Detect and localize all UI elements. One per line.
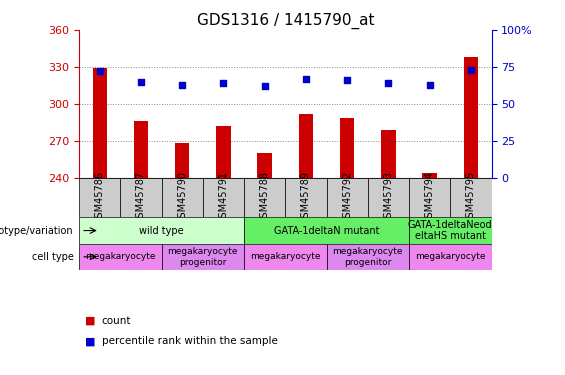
Bar [381,130,395,178]
Point [467,67,476,73]
Bar [258,153,272,178]
Point [137,79,146,85]
Bar [423,173,437,178]
Point [260,83,270,89]
Text: ■: ■ [85,316,95,326]
Bar [134,121,148,178]
Text: GSM45786: GSM45786 [95,171,105,224]
FancyBboxPatch shape [409,244,492,270]
Text: GSM45793: GSM45793 [384,171,393,224]
FancyBboxPatch shape [120,178,162,218]
Bar [299,114,313,178]
FancyBboxPatch shape [79,217,244,244]
FancyBboxPatch shape [409,217,492,244]
Bar [93,68,107,178]
Text: GSM45788: GSM45788 [260,171,270,224]
Text: GSM45795: GSM45795 [466,171,476,224]
Text: megakaryocyte: megakaryocyte [85,252,155,261]
Text: GATA-1deltaN mutant: GATA-1deltaN mutant [274,225,379,236]
Point [302,76,311,82]
FancyBboxPatch shape [162,244,244,270]
Text: GSM45790: GSM45790 [177,171,187,224]
Text: cell type: cell type [32,252,73,262]
FancyBboxPatch shape [285,178,327,218]
Bar [340,117,354,178]
Point [384,80,393,86]
Bar [216,126,231,178]
Bar [175,143,189,178]
Text: GSM45794: GSM45794 [425,171,434,224]
FancyBboxPatch shape [450,178,492,218]
Point [178,82,187,88]
Text: GSM45787: GSM45787 [136,171,146,224]
Text: percentile rank within the sample: percentile rank within the sample [102,336,277,346]
FancyBboxPatch shape [327,178,368,218]
Text: GSM45791: GSM45791 [219,171,228,224]
Point [219,80,228,86]
FancyBboxPatch shape [368,178,409,218]
Text: count: count [102,316,131,326]
Text: megakaryocyte
progenitor: megakaryocyte progenitor [333,247,403,267]
Point [95,68,105,74]
Bar [464,57,478,178]
Point [425,82,434,88]
Text: genotype/variation: genotype/variation [0,225,73,236]
Text: GATA-1deltaNeod
eltaHS mutant: GATA-1deltaNeod eltaHS mutant [408,220,493,242]
Text: GSM45789: GSM45789 [301,171,311,224]
FancyBboxPatch shape [203,178,244,218]
FancyBboxPatch shape [244,217,409,244]
FancyBboxPatch shape [327,244,409,270]
Text: wild type: wild type [140,225,184,236]
FancyBboxPatch shape [244,178,285,218]
Text: megakaryocyte
progenitor: megakaryocyte progenitor [168,247,238,267]
Text: megakaryocyte: megakaryocyte [250,252,320,261]
FancyBboxPatch shape [409,178,450,218]
Point [342,77,351,83]
FancyBboxPatch shape [79,178,120,218]
FancyBboxPatch shape [244,244,327,270]
Text: megakaryocyte: megakaryocyte [415,252,485,261]
FancyBboxPatch shape [79,244,162,270]
Title: GDS1316 / 1415790_at: GDS1316 / 1415790_at [197,12,374,28]
Text: GSM45792: GSM45792 [342,171,352,224]
FancyBboxPatch shape [162,178,203,218]
Text: ■: ■ [85,336,95,346]
